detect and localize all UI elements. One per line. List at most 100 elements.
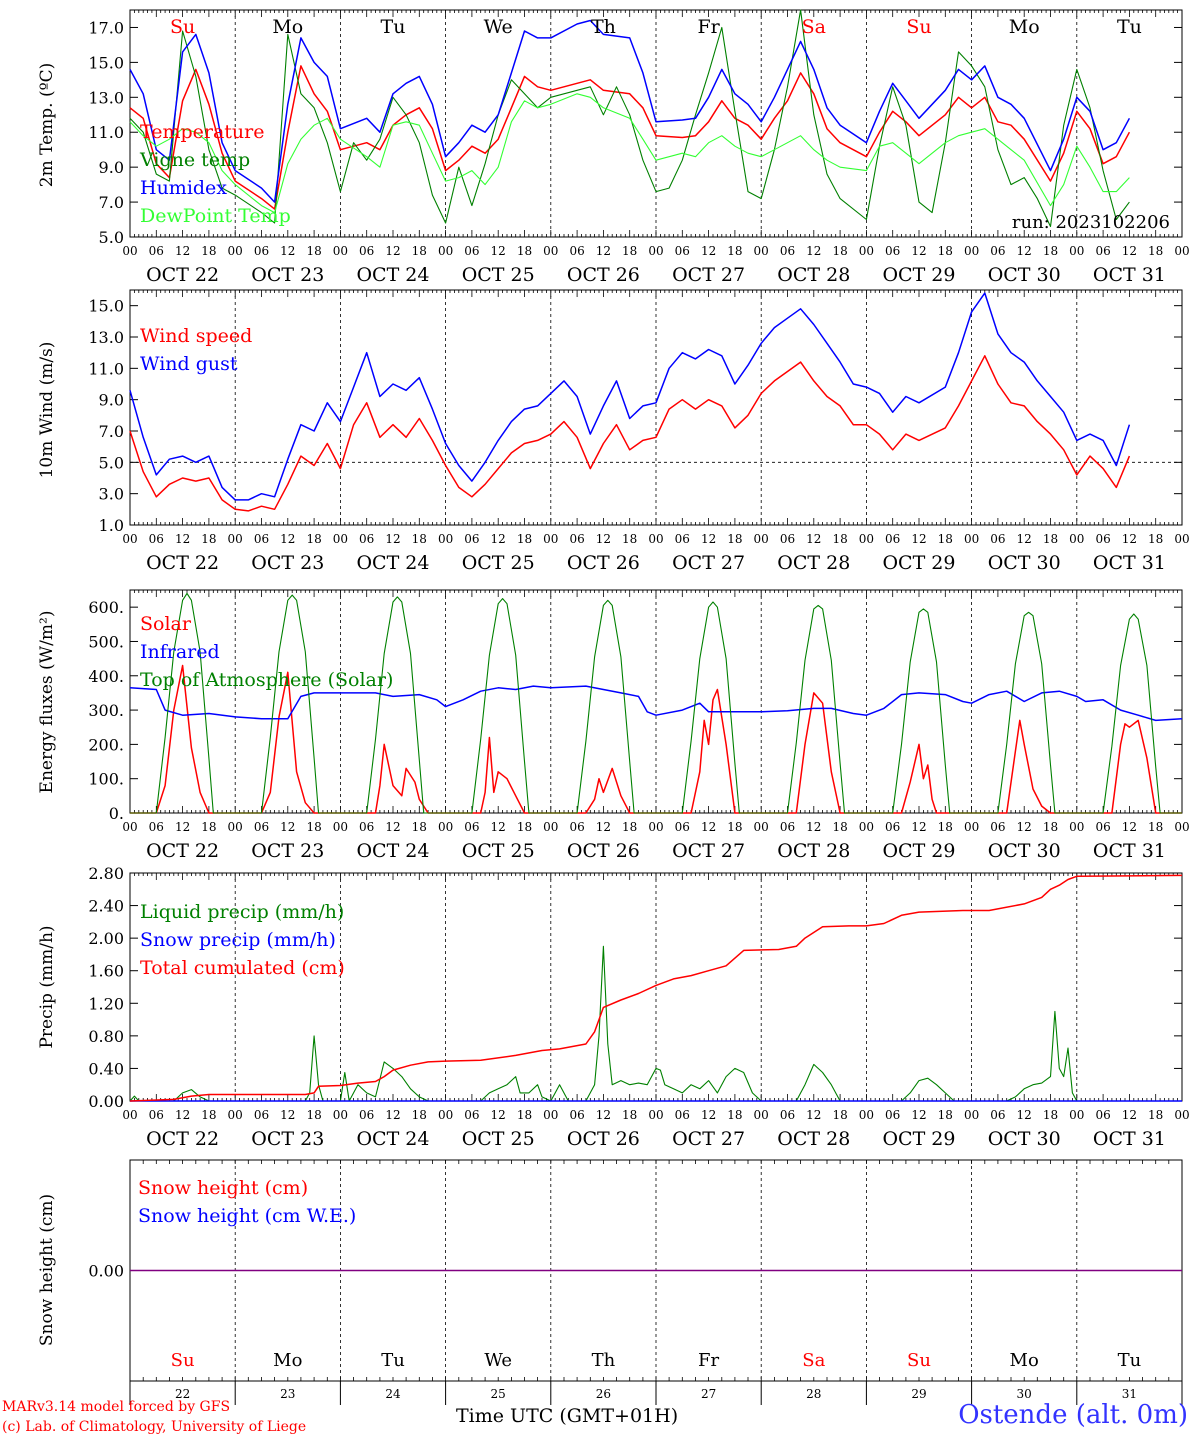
hour-label: 18: [938, 532, 953, 546]
hour-ticks: [129, 873, 1183, 1101]
hour-label: 00: [333, 820, 348, 834]
hour-label: 06: [990, 532, 1005, 546]
date-label: OCT 28: [777, 552, 850, 574]
hour-label: 06: [1095, 820, 1110, 834]
hour-label: 06: [780, 820, 795, 834]
hour-label: 00: [859, 1108, 874, 1122]
y-tick-label: 15.0: [88, 297, 124, 316]
hour-label: 00: [1174, 244, 1189, 258]
legend-entry: Snow height (cm): [138, 1177, 308, 1199]
hour-label: 18: [1043, 244, 1058, 258]
weekday-label-top: Su: [906, 16, 931, 38]
date-label: OCT 29: [882, 1128, 955, 1150]
hour-label: 06: [359, 244, 374, 258]
hour-label: 18: [938, 244, 953, 258]
hour-label: 06: [569, 1108, 584, 1122]
hour-label: 18: [201, 532, 216, 546]
y-tick-label: 13.0: [88, 88, 124, 107]
panel-2: 1.0 3.0 5.0 7.0 9.0 11.0 13.0 15.0 10m Wind (m/s…: [37, 289, 1190, 574]
hour-label: 06: [675, 1108, 690, 1122]
date-label: OCT 24: [356, 264, 429, 286]
hour-label: 06: [254, 820, 269, 834]
hour-label: 06: [149, 1108, 164, 1122]
date-label: OCT 27: [672, 264, 745, 286]
hour-label: 00: [543, 532, 558, 546]
hour-label: 00: [648, 532, 663, 546]
hour-label: 06: [885, 1108, 900, 1122]
hour-label: 00: [648, 1108, 663, 1122]
hour-label: 06: [885, 532, 900, 546]
hour-label: 18: [517, 1108, 532, 1122]
weekday-label-bottom: Mo: [1010, 1350, 1039, 1371]
hour-label: 12: [1017, 820, 1032, 834]
hour-label: 06: [149, 244, 164, 258]
date-label: OCT 28: [777, 1128, 850, 1150]
legend-entry: Liquid precip (mm/h): [140, 901, 344, 923]
hour-label: 18: [832, 1108, 847, 1122]
date-label: OCT 25: [462, 840, 535, 862]
date-label: OCT 23: [251, 552, 324, 574]
y-tick-label: 400.: [88, 667, 124, 686]
hour-label: 00: [228, 532, 243, 546]
run-label: run: 2023102206: [1012, 212, 1170, 233]
panel-1: 5.0 7.0 9.0 11.0 13.0 15.0 17.0 2m Temp. (ºC) Te…: [37, 9, 1190, 286]
date-label: OCT 26: [567, 552, 640, 574]
panel-5: 0.00 Snow height (cm) Snow height (cm) Snow…: [37, 1159, 1183, 1382]
day-number: 23: [280, 1387, 295, 1401]
hour-label: 12: [701, 1108, 716, 1122]
y-tick-label: 5.0: [99, 453, 124, 472]
hour-label: 18: [1148, 244, 1163, 258]
hour-label: 06: [569, 820, 584, 834]
hour-label: 06: [990, 820, 1005, 834]
hour-label: 06: [359, 820, 374, 834]
legend-entry: Vigne temp: [139, 149, 250, 171]
date-label: OCT 30: [988, 552, 1061, 574]
hour-label: 00: [859, 244, 874, 258]
hour-label: 18: [306, 1108, 321, 1122]
y-tick-label: 2.00: [88, 929, 124, 948]
hour-label: 06: [885, 820, 900, 834]
hour-label: 06: [885, 244, 900, 258]
series-line-humidex: [129, 19, 1131, 203]
hour-label: 00: [438, 1108, 453, 1122]
date-label: OCT 23: [251, 840, 324, 862]
hour-label: 00: [1069, 820, 1084, 834]
weekday-label-bottom: Fr: [698, 1350, 719, 1371]
y-axis-label: Energy fluxes (W/m²): [37, 611, 57, 794]
date-label: OCT 22: [146, 840, 219, 862]
date-label: OCT 26: [567, 264, 640, 286]
series-line-wind-gust: [129, 292, 1131, 501]
date-label: OCT 31: [1093, 264, 1166, 286]
hour-label: 12: [1017, 532, 1032, 546]
hour-label: 12: [911, 244, 926, 258]
hour-label: 18: [622, 820, 637, 834]
hour-label: 12: [491, 820, 506, 834]
y-tick-label: 2.80: [88, 864, 124, 883]
hour-label: 00: [964, 820, 979, 834]
hour-label: 18: [832, 532, 847, 546]
hour-label: 00: [333, 1108, 348, 1122]
hour-label: 00: [648, 820, 663, 834]
hour-label: 06: [780, 532, 795, 546]
day-number: 28: [806, 1387, 821, 1401]
hour-label: 06: [569, 532, 584, 546]
date-label: OCT 24: [356, 840, 429, 862]
hour-label: 18: [412, 244, 427, 258]
hour-label: 12: [280, 244, 295, 258]
hour-label: 12: [175, 820, 190, 834]
y-tick-label: 200.: [88, 735, 124, 754]
hour-label: 06: [569, 244, 584, 258]
legend-entry: DewPoint Temp: [140, 205, 291, 227]
hour-label: 00: [122, 820, 137, 834]
y-axis-label: Snow height (cm): [37, 1194, 57, 1346]
hour-label: 06: [1095, 1108, 1110, 1122]
legend-entry: Temperature: [140, 121, 264, 143]
date-label: OCT 22: [146, 1128, 219, 1150]
hour-label: 06: [675, 532, 690, 546]
hour-label: 00: [228, 1108, 243, 1122]
hour-label: 18: [306, 532, 321, 546]
hour-label: 06: [675, 244, 690, 258]
y-tick-label: 1.60: [88, 962, 124, 981]
hour-label: 12: [280, 532, 295, 546]
legend-entry: Solar: [140, 613, 192, 635]
